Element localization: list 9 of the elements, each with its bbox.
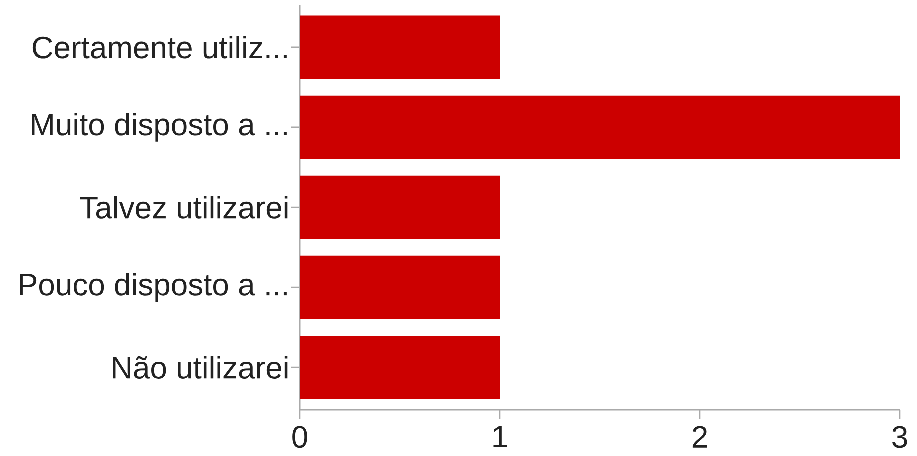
y-tick-label: Pouco disposto a ... (20, 273, 287, 302)
x-tick-label: 0 (292, 426, 308, 448)
y-tick-label: Certamente utiliz... (32, 36, 287, 59)
y-tick-label: Muito disposto a ... (32, 113, 287, 142)
x-tick-label: 2 (692, 426, 708, 448)
x-tick-label: 3 (892, 426, 908, 448)
y-tick-label: Não utilizarei (113, 356, 288, 379)
y-tick-label: Talvez utilizarei (80, 196, 288, 219)
x-tick-label: 1 (494, 426, 508, 448)
